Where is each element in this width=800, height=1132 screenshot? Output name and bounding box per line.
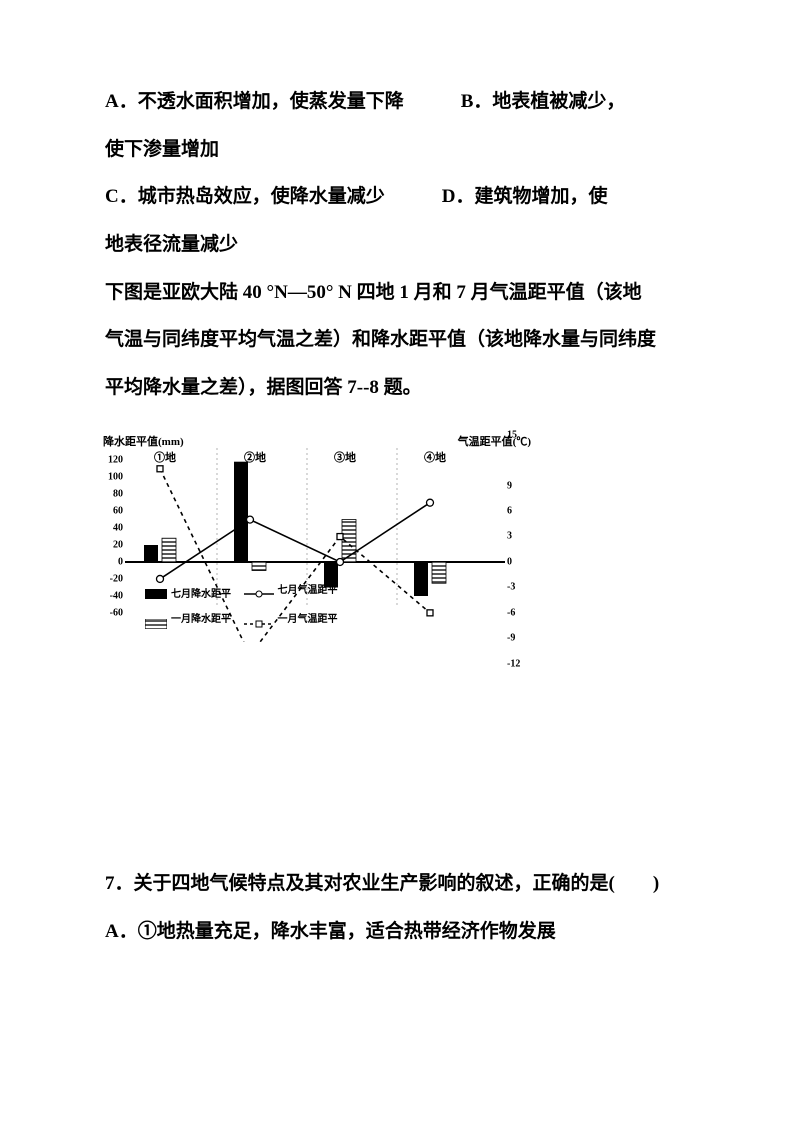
intro-line-1: 下图是亚欧大陆 40 °N—50° N 四地 1 月和 7 月气温距平值（该地	[105, 271, 705, 315]
option-b-cont: 使下渗量增加	[105, 128, 705, 172]
legend-jul-temp: 七月气温距平	[244, 579, 338, 602]
intro-line-3: 平均降水量之差），据图回答 7--8 题。	[105, 366, 705, 410]
legend-jul-precip: 七月降水距平	[145, 583, 231, 606]
option-c: C．城市热岛效应，使降水量减少 D．建筑物增加，使	[105, 175, 705, 219]
opt-b-text: B．地表植被减少，	[461, 91, 626, 112]
opt-c-text: C．城市热岛效应，使降水量减少	[105, 186, 385, 207]
q7-option-a: A．①地热量充足，降水丰富，适合热带经济作物发展	[105, 910, 705, 954]
question-7: 7．关于四地气候特点及其对农业生产影响的叙述，正确的是( )	[105, 862, 705, 906]
legend-jan-temp: 一月气温距平	[244, 608, 338, 631]
option-d-cont: 地表径流量减少	[105, 223, 705, 267]
option-a: A．不透水面积增加，使蒸发量下降 B．地表植被减少，	[105, 80, 705, 124]
intro-line-2: 气温与同纬度平均气温之差）和降水距平值（该地降水量与同纬度	[105, 318, 705, 362]
legend-jan-precip: 一月降水距平	[145, 608, 231, 631]
legend: 七月降水距平 七月气温距平 一月降水距平 一月气温距平	[145, 579, 485, 638]
climate-chart: 降水距平值(mm) 气温距平值(℃) -60-40-20020406080100…	[105, 432, 525, 642]
opt-a-text: A．不透水面积增加，使蒸发量下降	[105, 91, 404, 112]
opt-d-text: D．建筑物增加，使	[442, 186, 608, 207]
